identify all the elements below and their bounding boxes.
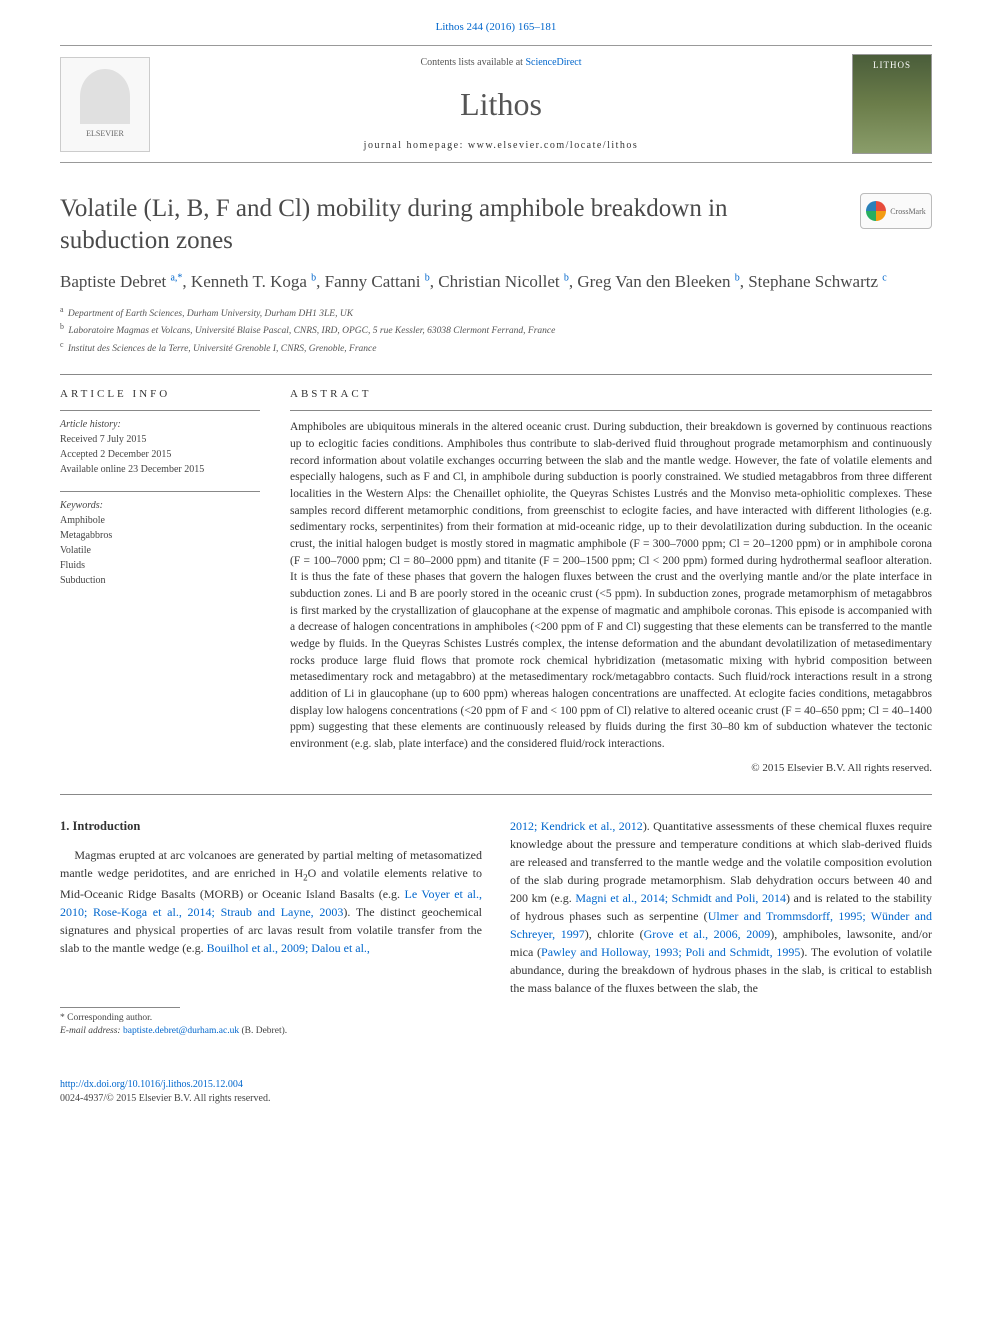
issn-copyright-line: 0024-4937/© 2015 Elsevier B.V. All right…	[60, 1093, 270, 1104]
p2-mid3: ), chlorite (	[585, 927, 644, 941]
author-list: Baptiste Debret a,*, Kenneth T. Koga b, …	[60, 270, 932, 294]
abstract-label: ABSTRACT	[290, 387, 932, 402]
history-label: Article history:	[60, 417, 260, 432]
elsevier-tree-icon	[80, 69, 130, 124]
article-info-column: ARTICLE INFO Article history: Received 7…	[60, 387, 260, 776]
history-line: Available online 23 December 2015	[60, 462, 260, 477]
keyword: Subduction	[60, 573, 260, 588]
title-row: Volatile (Li, B, F and Cl) mobility duri…	[60, 193, 932, 256]
ref-link-6[interactable]: Grove et al., 2006, 2009	[644, 927, 771, 941]
homepage-url[interactable]: www.elsevier.com/locate/lithos	[468, 140, 638, 151]
article-history-block: Article history: Received 7 July 2015Acc…	[60, 410, 260, 477]
intro-para-2: 2012; Kendrick et al., 2012). Quantitati…	[510, 817, 932, 997]
corr-author-line: * Corresponding author.	[60, 1012, 482, 1025]
sciencedirect-link[interactable]: ScienceDirect	[525, 57, 581, 68]
elsevier-logo[interactable]: ELSEVIER	[60, 57, 150, 152]
corresponding-author-footnote: * Corresponding author. E-mail address: …	[60, 1012, 482, 1039]
crossmark-icon	[866, 201, 886, 221]
contents-available-line: Contents lists available at ScienceDirec…	[150, 56, 852, 70]
abstract-text: Amphiboles are ubiquitous minerals in th…	[290, 419, 932, 752]
keyword: Metagabbros	[60, 528, 260, 543]
footnote-separator	[60, 1007, 180, 1008]
body-columns: 1. Introduction Magmas erupted at arc vo…	[60, 817, 932, 1038]
history-line: Received 7 July 2015	[60, 432, 260, 447]
header-center: Contents lists available at ScienceDirec…	[150, 56, 852, 153]
journal-cover-thumbnail[interactable]	[852, 54, 932, 154]
article-title: Volatile (Li, B, F and Cl) mobility duri…	[60, 193, 860, 256]
ref-link-7[interactable]: Pawley and Holloway, 1993; Poli and Schm…	[541, 945, 800, 959]
journal-header: ELSEVIER Contents lists available at Sci…	[60, 45, 932, 163]
journal-homepage-line: journal homepage: www.elsevier.com/locat…	[150, 139, 852, 153]
keyword: Volatile	[60, 543, 260, 558]
affiliations: a Department of Earth Sciences, Durham U…	[60, 304, 932, 356]
article-info-label: ARTICLE INFO	[60, 387, 260, 402]
abstract-column: ABSTRACT Amphiboles are ubiquitous miner…	[290, 387, 932, 776]
ref-link-2[interactable]: Bouilhol et al., 2009; Dalou et al.,	[207, 941, 370, 955]
ref-link-4[interactable]: Magni et al., 2014; Schmidt and Poli, 20…	[575, 891, 786, 905]
section-heading-introduction: 1. Introduction	[60, 817, 482, 836]
crossmark-label: CrossMark	[890, 206, 926, 217]
author-email-link[interactable]: baptiste.debret@durham.ac.uk	[123, 1026, 239, 1036]
abstract-divider	[290, 410, 932, 411]
body-divider	[60, 794, 932, 795]
keyword: Fluids	[60, 558, 260, 573]
intro-para-1: Magmas erupted at arc volcanoes are gene…	[60, 846, 482, 957]
email-line: E-mail address: baptiste.debret@durham.a…	[60, 1025, 482, 1038]
history-line: Accepted 2 December 2015	[60, 447, 260, 462]
homepage-prefix: journal homepage:	[364, 140, 468, 151]
crossmark-badge[interactable]: CrossMark	[860, 193, 932, 229]
keyword: Amphibole	[60, 513, 260, 528]
elsevier-label: ELSEVIER	[86, 128, 124, 139]
info-abstract-row: ARTICLE INFO Article history: Received 7…	[60, 387, 932, 776]
contents-prefix: Contents lists available at	[420, 57, 525, 68]
email-suffix: (B. Debret).	[239, 1026, 287, 1036]
page-footer: http://dx.doi.org/10.1016/j.lithos.2015.…	[60, 1078, 932, 1106]
affiliation-line: c Institut des Sciences de la Terre, Uni…	[60, 339, 932, 356]
doi-link[interactable]: http://dx.doi.org/10.1016/j.lithos.2015.…	[60, 1079, 243, 1090]
journal-ref-link[interactable]: Lithos 244 (2016) 165–181	[436, 21, 557, 33]
abstract-copyright: © 2015 Elsevier B.V. All rights reserved…	[290, 761, 932, 776]
affiliation-line: a Department of Earth Sciences, Durham U…	[60, 304, 932, 321]
journal-reference: Lithos 244 (2016) 165–181	[60, 20, 932, 35]
email-label: E-mail address:	[60, 1026, 123, 1036]
keywords-label: Keywords:	[60, 498, 260, 513]
affiliation-line: b Laboratoire Magmas et Volcans, Univers…	[60, 321, 932, 338]
divider-top	[60, 374, 932, 375]
keywords-block: Keywords: AmphiboleMetagabbrosVolatileFl…	[60, 491, 260, 588]
ref-link-3[interactable]: 2012; Kendrick et al., 2012	[510, 819, 643, 833]
journal-name: Lithos	[150, 82, 852, 127]
